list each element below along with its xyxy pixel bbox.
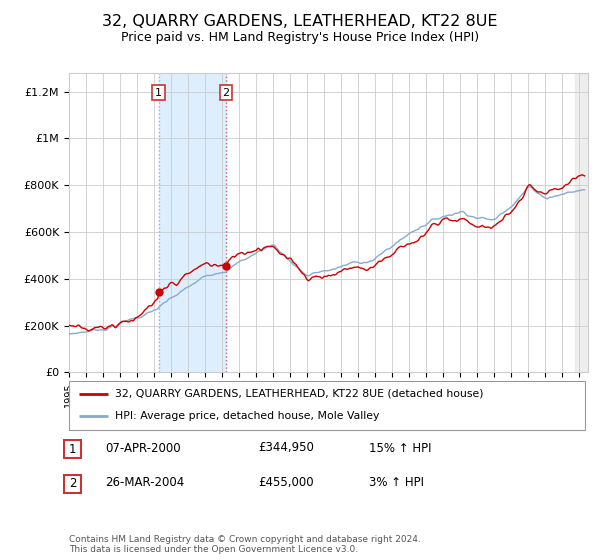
- Text: 3% ↑ HPI: 3% ↑ HPI: [369, 476, 424, 489]
- Text: 32, QUARRY GARDENS, LEATHERHEAD, KT22 8UE: 32, QUARRY GARDENS, LEATHERHEAD, KT22 8U…: [102, 14, 498, 29]
- Text: £455,000: £455,000: [258, 476, 314, 489]
- FancyBboxPatch shape: [64, 475, 81, 493]
- Text: 2: 2: [69, 477, 76, 491]
- Text: 2: 2: [223, 88, 230, 97]
- Text: HPI: Average price, detached house, Mole Valley: HPI: Average price, detached house, Mole…: [115, 412, 380, 421]
- Text: 1: 1: [155, 88, 162, 97]
- FancyBboxPatch shape: [69, 381, 585, 430]
- Text: Contains HM Land Registry data © Crown copyright and database right 2024.
This d: Contains HM Land Registry data © Crown c…: [69, 535, 421, 554]
- Bar: [158, 73, 226, 372]
- Bar: [575, 73, 588, 372]
- Text: 07-APR-2000: 07-APR-2000: [105, 441, 181, 455]
- FancyBboxPatch shape: [64, 440, 81, 458]
- Text: Price paid vs. HM Land Registry's House Price Index (HPI): Price paid vs. HM Land Registry's House …: [121, 31, 479, 44]
- Text: 26-MAR-2004: 26-MAR-2004: [105, 476, 184, 489]
- Text: 32, QUARRY GARDENS, LEATHERHEAD, KT22 8UE (detached house): 32, QUARRY GARDENS, LEATHERHEAD, KT22 8U…: [115, 389, 484, 399]
- Text: 15% ↑ HPI: 15% ↑ HPI: [369, 441, 431, 455]
- Text: 1: 1: [69, 442, 76, 456]
- Text: £344,950: £344,950: [258, 441, 314, 455]
